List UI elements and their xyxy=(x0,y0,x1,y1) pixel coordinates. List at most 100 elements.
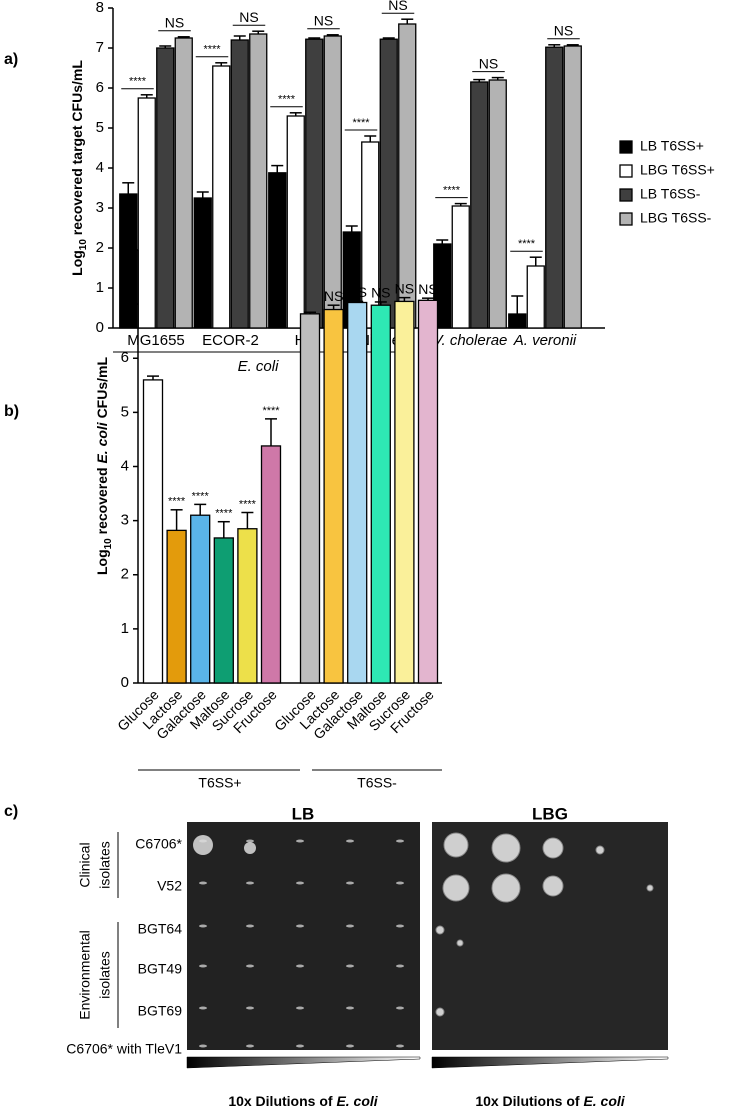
colony xyxy=(442,874,470,902)
panel-label: c) xyxy=(4,803,18,820)
plate-photos xyxy=(117,822,669,1069)
value-label: **** xyxy=(239,498,257,510)
row-label: C6706* xyxy=(135,836,182,852)
legend-label: LB T6SS- xyxy=(640,186,701,202)
y-tick-label: 7 xyxy=(121,295,129,312)
footer-text: 10x Dilutions of xyxy=(475,1093,583,1109)
colony-trace xyxy=(396,924,404,928)
significance-label: NS xyxy=(388,0,407,13)
bar xyxy=(260,445,282,684)
value-label: NS xyxy=(324,288,343,304)
row-group-label: isolates xyxy=(97,841,113,888)
colony xyxy=(491,833,521,863)
y-axis-label: Log10 recovered E. coli CFUs/mL xyxy=(94,357,114,576)
x-tick-label: V. cholerae xyxy=(433,332,508,349)
y-tick-label: 5 xyxy=(121,403,129,420)
significance-label: NS xyxy=(314,13,333,29)
bar xyxy=(299,313,321,684)
colony-trace xyxy=(346,839,354,843)
row-group-label: Environmental xyxy=(77,930,93,1020)
bar xyxy=(323,35,342,329)
colony-trace xyxy=(199,881,207,885)
row-label: BGT69 xyxy=(138,1003,183,1019)
colony xyxy=(542,837,564,859)
bar xyxy=(213,537,234,684)
y-tick-label: 2 xyxy=(121,566,129,583)
footer-italic: E. coli xyxy=(336,1093,378,1109)
value-label: NS xyxy=(395,280,414,296)
x-tick-label: ECOR-2 xyxy=(202,332,259,349)
legend-swatch xyxy=(619,188,633,202)
significance-label: **** xyxy=(518,238,536,250)
y-tick-label: 6 xyxy=(121,349,129,366)
colony xyxy=(435,925,445,935)
colony-trace xyxy=(199,924,207,928)
bar xyxy=(268,172,287,329)
row-label: V52 xyxy=(157,878,182,894)
colony-trace xyxy=(296,924,304,928)
significance-label: **** xyxy=(352,117,370,129)
colony-trace xyxy=(396,881,404,885)
bar xyxy=(142,379,164,684)
colony-trace xyxy=(296,881,304,885)
colony-trace xyxy=(396,1044,404,1048)
colony xyxy=(435,1007,445,1017)
legend-label: LB T6SS+ xyxy=(640,138,704,154)
colony-trace xyxy=(396,839,404,843)
colony-trace xyxy=(246,839,254,843)
bar xyxy=(526,265,545,329)
bar xyxy=(174,37,193,329)
dilution-wedge xyxy=(431,1056,669,1069)
bar xyxy=(156,47,175,329)
y-tick-label: 8 xyxy=(96,0,104,16)
footer-italic: E. coli xyxy=(583,1093,625,1109)
dilution-wedge xyxy=(186,1056,421,1069)
bar xyxy=(394,300,415,684)
bar xyxy=(305,38,324,329)
bar xyxy=(190,514,211,684)
colony-trace xyxy=(346,1006,354,1010)
colony-trace xyxy=(246,964,254,968)
group-label: E. coli xyxy=(238,358,280,375)
bar xyxy=(417,299,439,684)
colony-trace xyxy=(246,881,254,885)
significance-label: NS xyxy=(479,55,498,71)
legend-label: LBG T6SS- xyxy=(640,210,712,226)
colony xyxy=(646,884,654,892)
colony xyxy=(456,939,464,947)
bar xyxy=(563,45,582,329)
y-tick-label: 6 xyxy=(96,79,104,96)
bar xyxy=(545,46,564,329)
legend-swatch xyxy=(619,212,633,226)
bar xyxy=(237,528,258,684)
colonies xyxy=(193,832,654,1048)
significance-label: NS xyxy=(165,15,184,31)
colony-trace xyxy=(396,1006,404,1010)
colony xyxy=(491,873,521,903)
colony xyxy=(443,832,469,858)
colony-trace xyxy=(246,1044,254,1048)
significance-label: NS xyxy=(239,9,258,25)
footer-label: 10x Dilutions of E. coli xyxy=(475,1093,625,1109)
colony-trace xyxy=(246,1006,254,1010)
row-label: BGT64 xyxy=(138,921,183,937)
colony-trace xyxy=(346,881,354,885)
bar xyxy=(166,529,187,684)
y-tick-label: 0 xyxy=(96,319,104,336)
significance-label: **** xyxy=(129,76,147,88)
value-label: **** xyxy=(168,496,186,508)
colony xyxy=(542,875,564,897)
y-tick-label: 3 xyxy=(121,512,129,529)
bar xyxy=(193,197,212,329)
bar xyxy=(370,304,391,684)
colony xyxy=(595,845,605,855)
y-axis-label: Log10 recovered target CFUs/mL xyxy=(69,60,89,276)
panel-label: b) xyxy=(4,403,19,420)
row-group-label: isolates xyxy=(97,951,113,998)
group-label: T6SS+ xyxy=(198,775,241,791)
colony-trace xyxy=(346,1044,354,1048)
group-label: T6SS- xyxy=(357,775,397,791)
colony-trace xyxy=(296,1006,304,1010)
colony-trace xyxy=(346,924,354,928)
